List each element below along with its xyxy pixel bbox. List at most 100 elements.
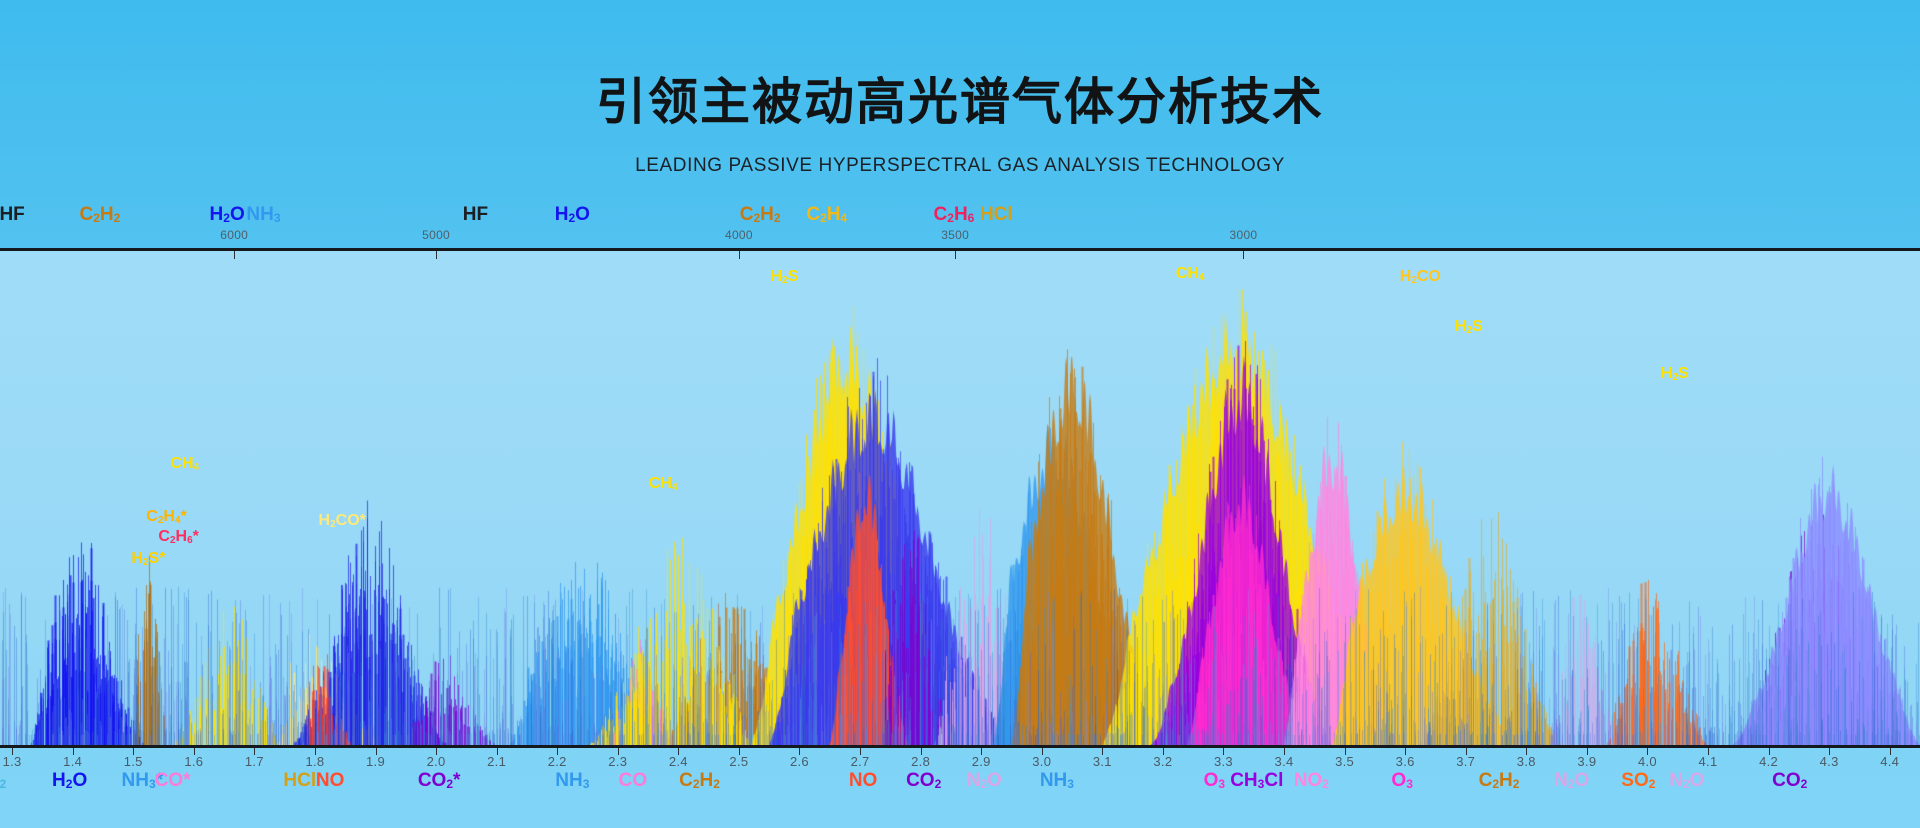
- species-label-nh3: NH3: [555, 770, 590, 791]
- species-label-h2o: H2O: [209, 204, 245, 225]
- inplot-label-ch4_b: CH4: [648, 475, 678, 493]
- species-label-c2h2_2: C2H2: [1478, 770, 1520, 791]
- bottom-tick: [738, 748, 740, 755]
- species-label-hf_2: HF: [462, 204, 489, 225]
- species-label-c2h2_2: C2H2: [739, 204, 781, 225]
- bottom-tick-label: 2.7: [850, 754, 870, 769]
- top-tick: [1243, 251, 1245, 259]
- bottom-tick-label: 1.4: [63, 754, 83, 769]
- inplot-label-ch4_c: CH4: [1175, 265, 1205, 283]
- species-label-nh3_2: NH3: [1039, 770, 1074, 791]
- page-title: 引领主被动高光谱气体分析技术: [596, 74, 1324, 130]
- top-tick-label: 3000: [1229, 228, 1258, 242]
- species-label-co2s: CO2*: [417, 770, 461, 791]
- inplot-label-h2s_d: H2S: [1660, 365, 1689, 383]
- bottom-tick-label: 3.8: [1516, 754, 1536, 769]
- species-label-c2h2: C2H2: [79, 204, 121, 225]
- bottom-tick-label: 2.9: [971, 754, 991, 769]
- bottom-tick: [678, 748, 680, 755]
- bottom-tick: [1889, 748, 1891, 755]
- spectrum-canvas: [0, 250, 1920, 745]
- bottom-tick-label: 4.4: [1880, 754, 1900, 769]
- bottom-tick: [12, 748, 14, 755]
- bottom-tick-label: 2.5: [729, 754, 749, 769]
- bottom-tick: [1405, 748, 1407, 755]
- bottom-tick: [1223, 748, 1225, 755]
- species-label-cos: CO*: [154, 770, 191, 791]
- bottom-tick: [436, 748, 438, 755]
- species-label-hcl: HCl: [283, 770, 317, 791]
- bottom-tick-label: 3.0: [1032, 754, 1052, 769]
- top-axis-line: [0, 248, 1920, 251]
- bottom-tick: [1102, 748, 1104, 755]
- species-label-no2: NO2: [1293, 770, 1329, 791]
- top-tick-label: 3500: [941, 228, 970, 242]
- spectrum-plot: [0, 250, 1920, 745]
- bottom-tick: [1284, 748, 1286, 755]
- species-label-hf: HF: [0, 204, 25, 225]
- inplot-label-ch4_a: CH4: [170, 455, 200, 473]
- inplot-label-c2h6_a: C2H6*: [158, 528, 199, 546]
- top-tick-label: 5000: [422, 228, 451, 242]
- species-label-so2: SO2: [1621, 770, 1656, 791]
- bottom-tick: [1647, 748, 1649, 755]
- bottom-tick-label: 1.5: [123, 754, 143, 769]
- bottom-tick-label: 2.0: [426, 754, 446, 769]
- bottom-tick-label: 1.3: [2, 754, 22, 769]
- bottom-tick: [981, 748, 983, 755]
- species-label-co2_edge: 2: [0, 777, 7, 791]
- top-tick: [738, 251, 740, 259]
- species-label-co: CO: [618, 770, 648, 791]
- bottom-tick-label: 2.6: [789, 754, 809, 769]
- top-tick-label: 6000: [220, 228, 249, 242]
- species-label-n2o: N2O: [966, 770, 1002, 791]
- species-label-nh3: NH3: [246, 204, 281, 225]
- inplot-label-h2s_c: H2S: [1454, 318, 1483, 336]
- bottom-tick-label: 1.8: [305, 754, 325, 769]
- species-label-c2h4: C2H4: [806, 204, 848, 225]
- species-label-hcl: HCl: [979, 204, 1013, 225]
- species-label-o3_2: O3: [1391, 770, 1413, 791]
- bottom-tick-label: 4.3: [1819, 754, 1839, 769]
- bottom-tick: [496, 748, 498, 755]
- bottom-tick: [314, 748, 316, 755]
- bottom-tick: [133, 748, 135, 755]
- bottom-tick: [1162, 748, 1164, 755]
- bottom-tick: [1344, 748, 1346, 755]
- bottom-tick-label: 2.8: [911, 754, 931, 769]
- species-label-nh3s: NH3*: [121, 770, 164, 791]
- species-label-co2_2: CO2: [1772, 770, 1808, 791]
- bottom-tick-label: 3.5: [1335, 754, 1355, 769]
- bottom-tick: [72, 748, 74, 755]
- species-label-n2o_3: N2O: [1669, 770, 1705, 791]
- bottom-tick: [920, 748, 922, 755]
- bottom-tick-label: 2.2: [547, 754, 567, 769]
- species-label-no_2: NO: [848, 770, 878, 791]
- species-label-ch3cl: CH3Cl: [1230, 770, 1284, 791]
- bottom-tick: [193, 748, 195, 755]
- species-label-n2o_2: N2O: [1554, 770, 1590, 791]
- bottom-tick-label: 2.4: [668, 754, 688, 769]
- bottom-tick: [557, 748, 559, 755]
- bottom-tick: [617, 748, 619, 755]
- bottom-tick-label: 3.9: [1577, 754, 1597, 769]
- bottom-tick: [860, 748, 862, 755]
- inplot-label-c2h4_a: C2H4*: [146, 508, 187, 526]
- bottom-tick-label: 3.7: [1456, 754, 1476, 769]
- species-label-c2h2: C2H2: [679, 770, 720, 791]
- bottom-tick: [375, 748, 377, 755]
- top-tick: [955, 251, 957, 259]
- top-tick-label: 4000: [724, 228, 753, 242]
- bottom-tick: [254, 748, 256, 755]
- bottom-tick-label: 3.3: [1213, 754, 1233, 769]
- bottom-tick: [1829, 748, 1831, 755]
- bottom-tick-label: 1.7: [244, 754, 264, 769]
- species-label-c2h6: C2H6: [933, 204, 975, 225]
- bottom-tick-label: 3.6: [1395, 754, 1415, 769]
- bottom-tick-label: 4.1: [1698, 754, 1718, 769]
- bottom-tick: [1586, 748, 1588, 755]
- bottom-tick-label: 3.2: [1153, 754, 1173, 769]
- page-header: 引领主被动高光谱气体分析技术 LEADING PASSIVE HYPERSPEC…: [0, 0, 1920, 200]
- bottom-tick-label: 3.4: [1274, 754, 1294, 769]
- bottom-tick: [1465, 748, 1467, 755]
